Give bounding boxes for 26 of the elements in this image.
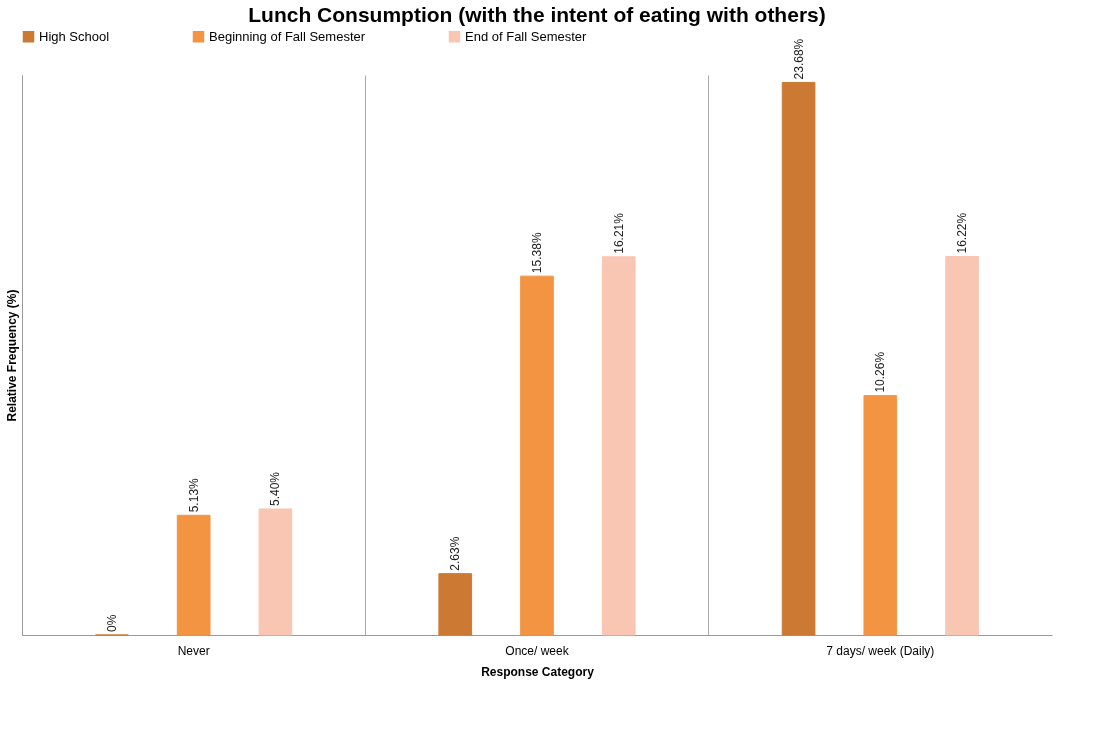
x-axis-title: Response Category	[481, 664, 595, 679]
data-label: 16.21%	[611, 212, 626, 254]
bar	[258, 508, 293, 636]
data-label: 10.26%	[873, 351, 888, 393]
data-label: 5.40%	[268, 471, 283, 506]
data-label: 2.63%	[448, 536, 463, 571]
chart-title: Lunch Consumption (with the intent of eating with others)	[248, 3, 826, 26]
bar	[176, 514, 211, 636]
legend-label: Beginning of Fall Semester	[209, 28, 366, 44]
x-tick-label: 7 days/ week (Daily)	[826, 643, 935, 658]
y-axis-title: Relative Frequency (%)	[4, 289, 19, 422]
data-label: 0%	[104, 614, 119, 632]
bar	[863, 395, 898, 636]
bar	[520, 275, 554, 636]
legend-label: End of Fall Semester	[465, 28, 588, 44]
x-tick-label: Once/ week	[505, 643, 570, 658]
bar	[438, 573, 473, 636]
bar	[781, 81, 816, 636]
x-tick-label: Never	[177, 643, 210, 658]
data-label: 15.38%	[530, 232, 544, 274]
data-label: 16.22%	[955, 212, 970, 254]
data-label: 23.68%	[791, 38, 806, 80]
bar	[601, 256, 636, 636]
data-label: 5.13%	[186, 477, 201, 513]
legend-label: High School	[39, 28, 110, 44]
bar	[945, 256, 979, 636]
